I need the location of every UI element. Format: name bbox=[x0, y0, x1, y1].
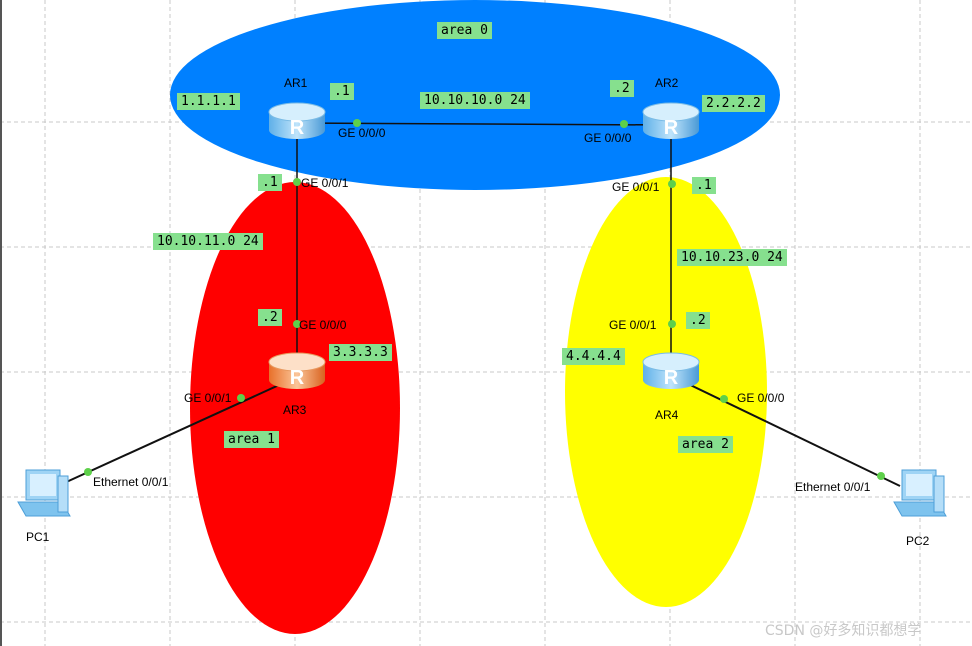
router-name: AR3 bbox=[283, 403, 307, 417]
router-id: 3.3.3.3 bbox=[329, 344, 392, 361]
router-name: AR4 bbox=[655, 408, 679, 422]
router-icon[interactable] bbox=[642, 102, 700, 140]
router-name: AR2 bbox=[655, 76, 679, 90]
area-1-zone bbox=[190, 182, 400, 634]
area-2-zone bbox=[565, 177, 767, 607]
host-label: .2 bbox=[258, 309, 282, 326]
interface-label: GE 0/0/0 bbox=[737, 391, 785, 405]
watermark: CSDN @好多知识都想学 bbox=[765, 623, 922, 639]
interface-label: GE 0/0/0 bbox=[299, 318, 347, 332]
router-id: 1.1.1.1 bbox=[177, 93, 240, 110]
area-label: area 2 bbox=[678, 436, 733, 453]
router-icon[interactable] bbox=[268, 352, 326, 390]
router-icon[interactable] bbox=[642, 352, 700, 390]
network-label: 10.10.10.0 24 bbox=[420, 92, 530, 109]
pc-icon[interactable] bbox=[17, 469, 71, 517]
interface-label: GE 0/0/0 bbox=[584, 131, 632, 145]
area-label: area 0 bbox=[437, 22, 492, 39]
router-id: 2.2.2.2 bbox=[702, 95, 765, 112]
host-label: .1 bbox=[330, 83, 354, 100]
interface-label: GE 0/0/1 bbox=[184, 391, 232, 405]
interface-label: GE 0/0/0 bbox=[338, 126, 386, 140]
interface-label: Ethernet 0/0/1 bbox=[93, 475, 169, 489]
interface-label: GE 0/0/1 bbox=[301, 176, 349, 190]
host-label: .2 bbox=[610, 80, 634, 97]
network-label: 10.10.11.0 24 bbox=[153, 233, 263, 250]
router-name: AR1 bbox=[284, 76, 308, 90]
router-icon[interactable] bbox=[268, 102, 326, 140]
pc-name: PC1 bbox=[26, 530, 50, 544]
network-label: 10.10.23.0 24 bbox=[677, 249, 787, 266]
pc-name: PC2 bbox=[906, 534, 930, 548]
interface-label: GE 0/0/1 bbox=[612, 180, 660, 194]
interface-label: Ethernet 0/0/1 bbox=[795, 480, 871, 494]
area-label: area 1 bbox=[224, 431, 279, 448]
host-label: .1 bbox=[692, 177, 716, 194]
port-dots bbox=[84, 119, 885, 480]
interface-label: GE 0/0/1 bbox=[609, 318, 657, 332]
pc-icon[interactable] bbox=[893, 469, 947, 517]
host-label: .2 bbox=[686, 312, 710, 329]
router-id: 4.4.4.4 bbox=[562, 348, 625, 365]
host-label: .1 bbox=[258, 174, 282, 191]
